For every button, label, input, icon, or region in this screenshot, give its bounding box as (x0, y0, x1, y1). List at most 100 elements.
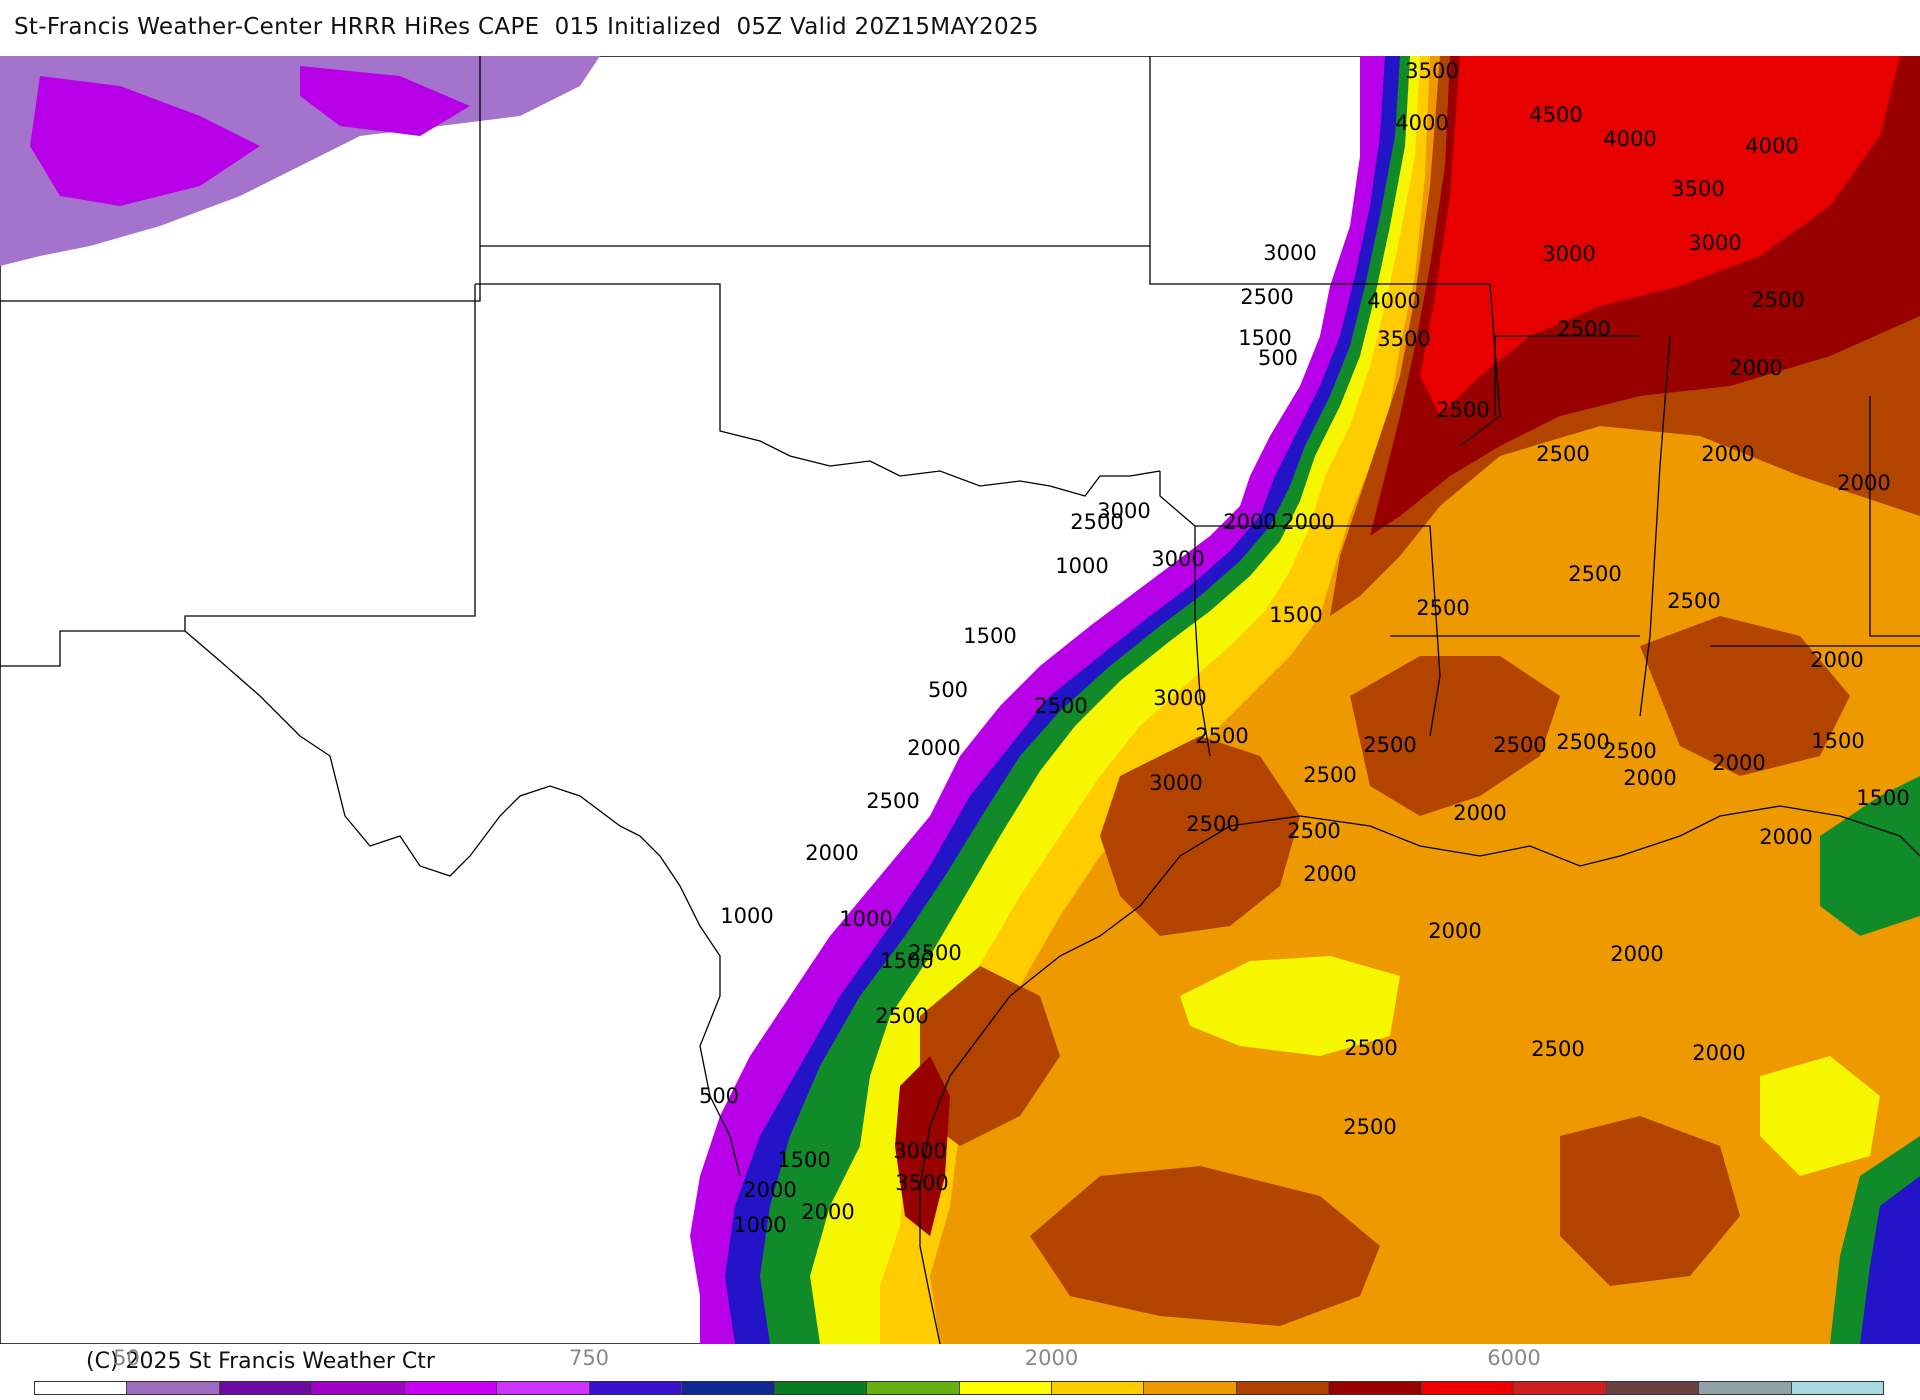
contour-label: 2000 (1281, 510, 1334, 534)
contour-label: 2000 (1701, 442, 1754, 466)
contour-label: 1000 (839, 907, 892, 931)
contour-label: 2000 (1623, 766, 1676, 790)
contour-label: 3000 (1542, 242, 1595, 266)
colorbar-segment (312, 1382, 405, 1394)
contour-label: 3000 (1688, 231, 1741, 255)
contour-label: 1500 (1269, 603, 1322, 627)
contour-label: 3500 (1377, 327, 1430, 351)
contour-label: 2000 (1712, 751, 1765, 775)
contour-label: 2000 (801, 1200, 854, 1224)
contour-label: 2500 (1070, 510, 1123, 534)
colorbar-segment (1051, 1382, 1145, 1394)
contour-label: 2500 (1287, 819, 1340, 843)
boundary-texas-coast (919, 995, 1011, 1344)
cape-fill-rust-east (1640, 616, 1850, 776)
contour-label: 4500 (1529, 103, 1582, 127)
contour-label: 2000 (1692, 1041, 1745, 1065)
colorbar-segment (959, 1382, 1052, 1394)
contour-label: 2000 (1303, 862, 1356, 886)
cape-fill-rust-central-2 (1350, 656, 1560, 816)
contour-label: 2500 (1667, 589, 1720, 613)
contour-label: 2500 (1603, 739, 1656, 763)
contour-label: 1500 (1238, 326, 1291, 350)
contour-label: 3000 (1263, 241, 1316, 265)
contour-label: 2500 (908, 941, 961, 965)
colorbar-segment (589, 1382, 683, 1394)
colorbar-tick-label: 750 (568, 1346, 610, 1370)
contour-label: 1000 (1055, 554, 1108, 578)
contour-label: 500 (1258, 346, 1298, 370)
cape-map-svg: 5003500400045004000400035003000300030002… (0, 56, 1920, 1344)
colorbar-segment (219, 1382, 313, 1394)
contour-label: 2500 (1034, 694, 1087, 718)
contour-label: 2500 (1436, 398, 1489, 422)
colorbar-tick-label: 6000 (1487, 1346, 1541, 1370)
map-title: St-Francis Weather-Center HRRR HiRes CAP… (14, 14, 1039, 40)
cape-fill-rust-gulf-east (1560, 1116, 1740, 1286)
contour-label: 2500 (1363, 733, 1416, 757)
contour-label: 2500 (1343, 1115, 1396, 1139)
boundary-west-states (0, 56, 481, 666)
contour-label: 2500 (1303, 763, 1356, 787)
copyright-text: (C) 2025 St Francis Weather Ctr (86, 1349, 435, 1374)
contour-label: 500 (1388, 56, 1428, 57)
contour-label: 2500 (1531, 1037, 1584, 1061)
contour-label: 2000 (907, 736, 960, 760)
contour-label: 3500 (895, 1171, 948, 1195)
contour-label: 1500 (963, 624, 1016, 648)
colorbar-segment (1421, 1382, 1515, 1394)
cape-fill-green-ne (1820, 776, 1920, 936)
cape-fill-yellow-east (1760, 1056, 1880, 1176)
contour-label: 2000 (1453, 801, 1506, 825)
colorbar-segment (404, 1382, 498, 1394)
colorbar-segment (774, 1382, 868, 1394)
contour-label: 2500 (1344, 1036, 1397, 1060)
contour-label: 2500 (875, 1004, 928, 1028)
contour-label: 2500 (1556, 730, 1609, 754)
contour-label: 2500 (1568, 562, 1621, 586)
boundaries (0, 56, 1920, 1344)
contour-label: 2500 (1186, 812, 1239, 836)
contour-labels: 5003500400045004000400035003000300030002… (699, 56, 1910, 1237)
contour-label: 4000 (1395, 111, 1448, 135)
boundary-co-ok (1149, 246, 1501, 447)
contour-label: 2500 (1493, 733, 1546, 757)
colorbar-segment (1329, 1382, 1422, 1394)
contour-label: 1500 (777, 1148, 830, 1172)
contour-label: 4000 (1603, 127, 1656, 151)
boundary-al-ga (1869, 396, 1920, 637)
colorbar-tick-label: 50 (113, 1346, 140, 1370)
contour-label: 3000 (1097, 499, 1150, 523)
contour-label: 3500 (1671, 177, 1724, 201)
cape-fill-rust-coast (920, 966, 1060, 1146)
colorbar-segment (35, 1382, 128, 1394)
contour-label: 3000 (1153, 686, 1206, 710)
contour-label: 3000 (893, 1139, 946, 1163)
contour-label: 2000 (805, 841, 858, 865)
boundary-gulf-coast (1009, 805, 1920, 997)
cape-fill-purple-nw-2 (300, 66, 470, 136)
contour-label: 2500 (1557, 317, 1610, 341)
colorbar (34, 1381, 1884, 1395)
colorbar-tick-label: 2000 (1024, 1346, 1079, 1370)
contour-label: 2000 (1729, 356, 1782, 380)
contour-label: 4000 (1745, 134, 1798, 158)
colorbar-segment (1606, 1382, 1700, 1394)
colorbar-segment (682, 1382, 775, 1394)
cape-fill-rust-gulf (1030, 1166, 1380, 1326)
colorbar-segment (127, 1382, 220, 1394)
colorbar-segment (1514, 1382, 1607, 1394)
contour-label: 2000 (743, 1178, 796, 1202)
contour-label: 1500 (880, 949, 933, 973)
contour-label: 2000 (1810, 648, 1863, 672)
colorbar-segment (1144, 1382, 1237, 1394)
boundary-ar-ms (1494, 335, 1640, 416)
boundary-nm (475, 283, 1161, 497)
contour-label: 2500 (1536, 442, 1589, 466)
boundary-texas-border (184, 630, 741, 1177)
contour-label: 500 (928, 678, 968, 702)
contour-label: 2500 (1195, 724, 1248, 748)
colorbar-segment (497, 1382, 590, 1394)
colorbar-segment (1236, 1382, 1330, 1394)
contour-label: 2500 (1416, 596, 1469, 620)
